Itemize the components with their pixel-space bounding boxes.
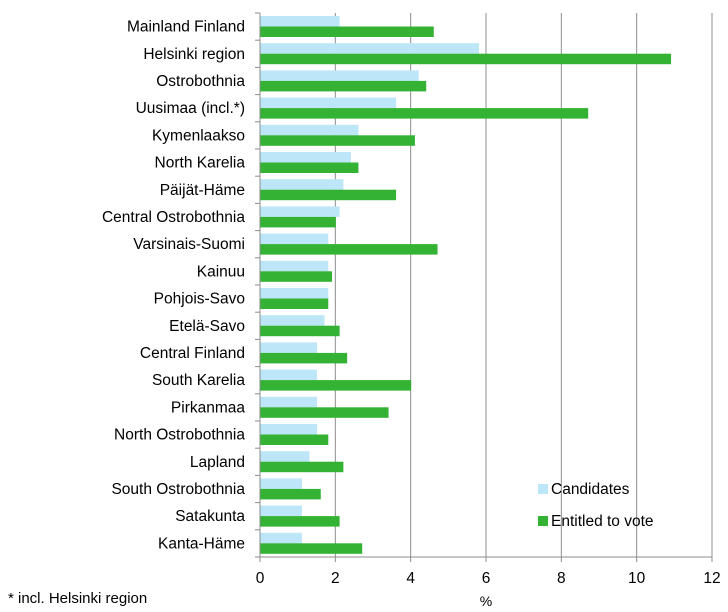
bar-candidates	[260, 70, 419, 81]
x-tick-label: 12	[703, 570, 720, 587]
bar-candidates	[260, 124, 359, 136]
bar-candidates	[260, 478, 302, 489]
bar-entitled-to-vote	[260, 516, 340, 527]
bar-candidates	[260, 369, 317, 381]
bar-candidates	[260, 97, 397, 109]
bar-candidates	[260, 43, 479, 54]
category-label: Päijät-Häme	[160, 182, 245, 199]
category-label: South Ostrobothnia	[111, 481, 245, 498]
category-label: Kanta-Häme	[158, 535, 245, 552]
category-label: Central Ostrobothnia	[102, 209, 245, 226]
x-tick-label: 4	[406, 570, 415, 587]
bar-candidates	[260, 315, 325, 326]
category-label: Lapland	[190, 454, 245, 471]
bar-entitled-to-vote	[260, 407, 389, 418]
bar-entitled-to-vote	[260, 325, 340, 337]
bar-entitled-to-vote	[260, 434, 329, 445]
category-label: North Ostrobothnia	[114, 427, 245, 444]
category-label: Uusimaa (incl.*)	[136, 100, 245, 117]
bar-entitled-to-vote	[260, 216, 336, 228]
category-label: Satakunta	[175, 508, 245, 525]
category-label: South Karelia	[152, 372, 245, 389]
bar-candidates	[260, 342, 317, 353]
legend-swatch	[538, 484, 548, 494]
x-tick-labels: 0 2 4 6 8 10 12	[256, 570, 721, 587]
x-tick-label: 10	[628, 570, 646, 587]
x-tick-label: 0	[256, 570, 265, 587]
footnote: * incl. Helsinki region	[8, 590, 147, 607]
bar-candidates	[260, 505, 302, 517]
bar-candidates	[260, 396, 317, 408]
bar-entitled-to-vote	[260, 488, 321, 500]
category-label: Ostrobothnia	[156, 73, 245, 90]
bar-entitled-to-vote	[260, 53, 672, 65]
bar-candidates	[260, 260, 329, 272]
category-label: Helsinki region	[143, 46, 245, 63]
bar-entitled-to-vote	[260, 162, 359, 173]
axes	[255, 12, 713, 562]
category-label: North Karelia	[155, 155, 246, 172]
gridlines	[334, 13, 713, 557]
bar-entitled-to-vote	[260, 108, 589, 119]
bar-entitled-to-vote	[260, 298, 329, 309]
category-labels: Mainland Finland Helsinki region Ostroboth…	[102, 19, 245, 553]
bar-entitled-to-vote	[260, 80, 427, 92]
category-label: Pohjois-Savo	[154, 291, 245, 308]
bar-candidates	[260, 16, 340, 27]
bar-entitled-to-vote	[260, 26, 434, 37]
x-tick-label: 8	[557, 570, 566, 587]
legend-label: Entitled to vote	[551, 513, 654, 530]
bar-candidates	[260, 424, 317, 435]
legend-label: Candidates	[551, 481, 630, 498]
x-axis-title: %	[480, 593, 492, 609]
bar-entitled-to-vote	[260, 271, 333, 282]
category-label: Kymenlaakso	[152, 127, 245, 144]
bar-entitled-to-vote	[260, 543, 363, 554]
category-label: Etelä-Savo	[169, 318, 245, 335]
bar-entitled-to-vote	[260, 244, 438, 255]
category-label: Varsinais-Suomi	[133, 236, 245, 253]
bar-entitled-to-vote	[260, 380, 412, 391]
bar-candidates	[260, 206, 340, 217]
legend-swatch	[538, 516, 548, 526]
bar-candidates	[260, 288, 329, 299]
bar-candidates	[260, 179, 344, 190]
bar-candidates	[260, 532, 302, 544]
bar-candidates	[260, 152, 351, 163]
bar-entitled-to-vote	[260, 461, 344, 473]
bar-entitled-to-vote	[260, 189, 397, 201]
bar-entitled-to-vote	[260, 352, 348, 364]
bar-candidates	[260, 233, 329, 245]
category-label: Central Finland	[140, 345, 245, 362]
bar-entitled-to-vote	[260, 135, 415, 146]
category-label: Pirkanmaa	[171, 399, 245, 416]
x-tick-label: 2	[331, 570, 340, 587]
x-tick-label: 6	[482, 570, 491, 587]
bar-series	[260, 16, 672, 554]
bar-candidates	[260, 451, 310, 462]
category-label: Mainland Finland	[127, 19, 245, 36]
legend: Candidates Entitled to vote	[538, 481, 654, 530]
category-label: Kainuu	[197, 263, 245, 280]
